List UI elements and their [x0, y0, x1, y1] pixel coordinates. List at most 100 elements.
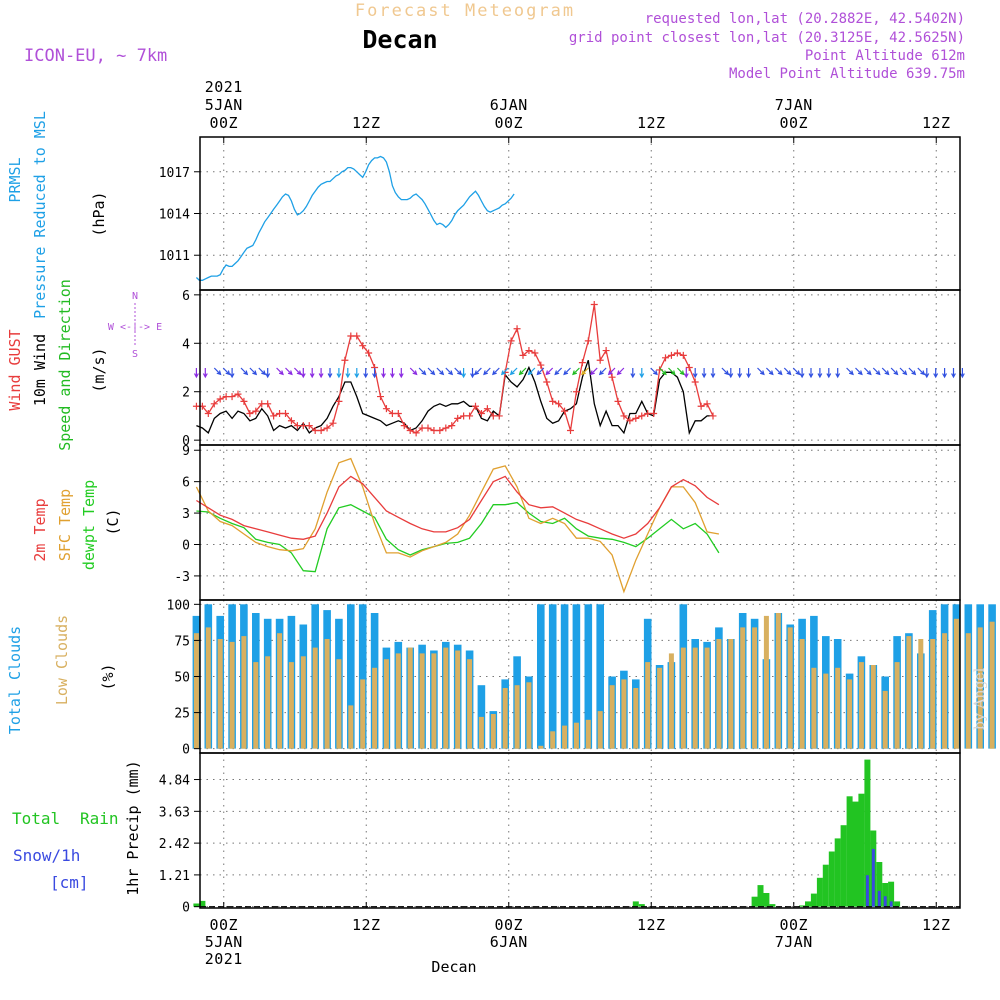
wind-direction-arrow [483, 367, 491, 376]
low-cloud-bar [514, 685, 520, 749]
location-title: Decan [362, 25, 437, 54]
low-cloud-bar [930, 639, 936, 749]
wind-direction-arrow [202, 368, 208, 379]
wind-gust-line-marker [555, 400, 563, 408]
total-cloud-bar [596, 604, 604, 749]
temperature-ytick-label-3: 6 [182, 476, 190, 491]
wind-gust-line-marker [353, 332, 361, 340]
wind-direction-arrow [951, 368, 956, 379]
sfc-temp-line [195, 457, 720, 594]
wind-direction-arrow [445, 367, 454, 376]
wind-gust-line-marker [584, 337, 592, 345]
rain-bar [805, 901, 811, 907]
gridpoint-coords: grid point closest lon,lat (20.3125E, 42… [569, 30, 965, 46]
wind-gust-line-marker [590, 301, 598, 309]
wind-gust-line-marker [365, 349, 373, 357]
low-cloud-bar [763, 615, 769, 749]
wind-direction-arrow [728, 368, 734, 379]
wind-gust-line-marker [537, 361, 545, 369]
wind-direction-arrow [572, 367, 580, 376]
compass-north: N [132, 291, 138, 302]
low-cloud-bar [372, 667, 378, 749]
wind-gust-line-marker [210, 400, 218, 408]
wind-direction-arrow [590, 367, 598, 376]
wind-gust-line-marker [561, 407, 569, 415]
wind-direction-arrow [942, 368, 948, 379]
point-altitude: Point Altitude 612m [805, 48, 965, 64]
wind-direction-arrow [908, 367, 917, 376]
precip-label-cm: [cm] [50, 873, 89, 892]
top-time-label-4-1: 00Z [779, 114, 808, 132]
clouds-ytick-label-3: 75 [174, 634, 190, 649]
low-cloud-bar [538, 745, 544, 749]
wind-direction-arrow [293, 367, 302, 376]
wind-gust-line-marker [222, 393, 230, 401]
wind-gust-line-marker [596, 356, 604, 364]
wind-direction-arrow [409, 367, 418, 376]
wind-direction-arrow [808, 368, 814, 379]
wind-direction-arrow [418, 367, 427, 376]
snow-bar [871, 848, 875, 907]
wind-direction-arrow [899, 367, 908, 376]
wind-gust-line-marker [650, 410, 658, 418]
wind-gust-line-marker [507, 337, 515, 345]
top-time-label-3-0: 12Z [637, 114, 666, 132]
wind-gust-line-marker [513, 325, 521, 333]
rain-bar [822, 864, 829, 907]
dewpoint-line [196, 501, 720, 573]
wind-gust-line-marker [697, 402, 705, 410]
wind-direction-arrow [193, 368, 199, 379]
wind-direction-arrow [345, 368, 351, 379]
wind-direction-arrow [518, 367, 527, 376]
rain-bar [816, 877, 823, 907]
top-time-label-2-1: 00Z [494, 114, 523, 132]
wind-gust-line-marker [228, 393, 236, 401]
bottom-time-label-3-0: 12Z [637, 916, 666, 934]
rain-bar [828, 851, 835, 907]
wind-direction-arrow [598, 367, 607, 376]
wind-gust-line-marker [400, 422, 408, 430]
wind-ytick-label-1: 2 [182, 386, 190, 401]
wind-direction-arrow [607, 367, 616, 376]
wind-gust-line-marker [519, 351, 527, 359]
wind-gust-line-marker [204, 410, 212, 418]
wind-gust-line-marker [382, 405, 390, 413]
wind-direction-arrow [249, 367, 258, 376]
temperature-ytick-label-4: 9 [182, 444, 190, 459]
temp-label-dew: dewpt Temp [80, 480, 98, 570]
watermark: by Angel [972, 667, 988, 730]
wind-direction-arrow [872, 367, 881, 376]
clouds-ytick-label-4: 100 [167, 598, 190, 613]
pressure-ytick-label-2: 1017 [159, 166, 190, 181]
low-cloud-bar [787, 627, 793, 749]
footer-location: Decan [431, 958, 476, 976]
total-cloud-bar [560, 604, 569, 749]
low-cloud-bar [668, 653, 674, 749]
snow-bar [883, 896, 887, 907]
low-cloud-bar [870, 665, 876, 749]
wind-direction-arrow [630, 368, 636, 379]
wind-direction-arrow [924, 368, 930, 379]
low-cloud-bar [942, 633, 948, 749]
wind-direction-arrow [265, 368, 271, 379]
wind-direction-arrow [737, 368, 743, 379]
low-cloud-bar [621, 679, 627, 749]
precip-panel-frame [199, 752, 961, 909]
rain-bar [852, 801, 859, 907]
snow-bar [877, 890, 881, 907]
cloud-label-low: Low Clouds [53, 615, 71, 705]
rain-bar [763, 893, 770, 907]
wind-gust-line-marker [477, 410, 485, 418]
wind-direction-arrow [774, 367, 783, 376]
wind-label-gust: Wind GUST [6, 329, 24, 410]
low-cloud-bar [229, 641, 235, 749]
temp-label-2m: 2m Temp [31, 498, 49, 561]
wind-direction-arrow [799, 368, 805, 379]
rain-bar [864, 759, 871, 907]
wind-gust-line-marker [388, 410, 396, 418]
wind-direction-arrow [222, 367, 231, 376]
rain-bar [757, 885, 764, 907]
wind-gust-line-marker [299, 422, 307, 430]
wind-gust-line-marker [270, 412, 278, 420]
